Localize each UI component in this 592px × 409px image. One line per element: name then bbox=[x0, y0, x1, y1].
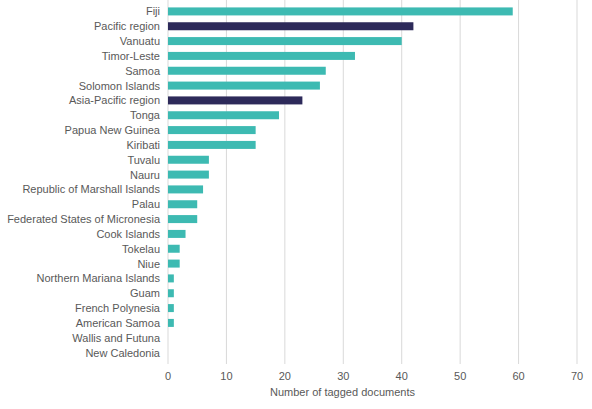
bar bbox=[168, 245, 180, 253]
grid-line bbox=[460, 0, 461, 364]
category-label: Timor-Leste bbox=[102, 50, 160, 62]
tick-label: 40 bbox=[396, 370, 408, 382]
bar bbox=[168, 82, 320, 90]
tick-label: 60 bbox=[512, 370, 524, 382]
bar bbox=[168, 96, 302, 104]
category-label: New Caledonia bbox=[85, 347, 160, 359]
tick-label: 70 bbox=[571, 370, 583, 382]
grid-line bbox=[577, 0, 578, 364]
category-label: Samoa bbox=[125, 65, 161, 77]
bar bbox=[168, 7, 513, 15]
category-label: Northern Mariana Islands bbox=[36, 272, 160, 284]
category-label: Vanuatu bbox=[120, 35, 160, 47]
tick-label: 0 bbox=[165, 370, 171, 382]
bar bbox=[168, 349, 169, 357]
bar bbox=[168, 141, 256, 149]
category-label: Fiji bbox=[146, 5, 160, 17]
tick-label: 20 bbox=[279, 370, 291, 382]
category-label: Cook Islands bbox=[96, 228, 160, 240]
category-label: Nauru bbox=[130, 169, 160, 181]
category-label: Kiribati bbox=[126, 139, 160, 151]
category-label: Guam bbox=[130, 287, 160, 299]
bar bbox=[168, 215, 197, 223]
bar bbox=[168, 111, 279, 119]
bar bbox=[168, 230, 186, 238]
bar bbox=[168, 289, 174, 297]
category-label: Republic of Marshall Islands bbox=[22, 183, 160, 195]
bars bbox=[168, 7, 513, 327]
category-label: Palau bbox=[132, 198, 160, 210]
category-label: Tuvalu bbox=[127, 154, 160, 166]
bar bbox=[168, 260, 180, 268]
category-label: French Polynesia bbox=[75, 302, 161, 314]
grid-line bbox=[518, 0, 519, 364]
bar bbox=[168, 37, 402, 45]
bar bbox=[168, 274, 174, 282]
bar bbox=[168, 185, 203, 193]
page: {"chart_data": { "type": "bar", "orienta… bbox=[0, 0, 592, 409]
bar bbox=[168, 171, 209, 179]
category-label: Wallis and Futuna bbox=[72, 332, 161, 344]
bar bbox=[168, 304, 174, 312]
tick-label: 30 bbox=[337, 370, 349, 382]
bar bbox=[168, 200, 197, 208]
category-label: Tonga bbox=[130, 109, 161, 121]
category-label: Papua New Guinea bbox=[65, 124, 161, 136]
tick-label: 10 bbox=[220, 370, 232, 382]
category-label: American Samoa bbox=[76, 317, 161, 329]
bar bbox=[168, 52, 355, 60]
bar bbox=[168, 319, 174, 327]
category-label: Tokelau bbox=[122, 243, 160, 255]
chart: 0 10 20 30 40 50 60 70 Fiji Pacific region Vanuatu… bbox=[0, 0, 592, 409]
tick-label: 50 bbox=[454, 370, 466, 382]
grid-line bbox=[401, 0, 402, 364]
bar bbox=[168, 156, 209, 164]
category-label: Solomon Islands bbox=[79, 80, 161, 92]
category-label: Asia-Pacific region bbox=[69, 94, 160, 106]
category-label: Pacific region bbox=[94, 20, 160, 32]
grid bbox=[168, 0, 577, 364]
bar bbox=[168, 67, 326, 75]
bar bbox=[168, 334, 169, 342]
category-label: Federated States of Micronesia bbox=[7, 213, 161, 225]
bar bbox=[168, 22, 413, 30]
category-label: Niue bbox=[137, 258, 160, 270]
bar bbox=[168, 126, 256, 134]
axis-title: Number of tagged documents bbox=[270, 386, 415, 398]
